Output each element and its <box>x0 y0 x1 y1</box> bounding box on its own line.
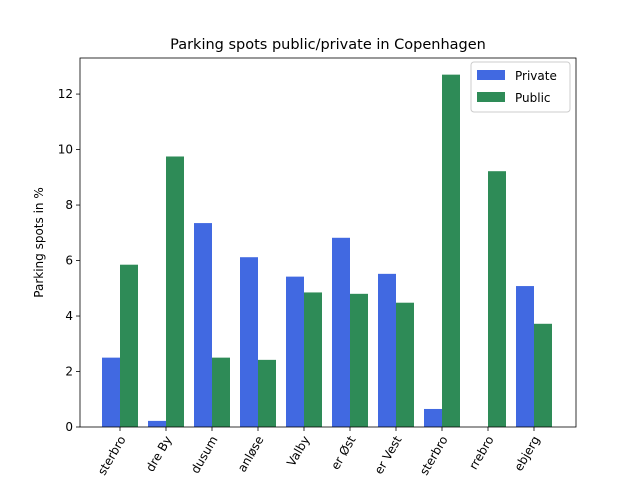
legend-swatch-public <box>477 92 505 102</box>
bar-public-5 <box>350 293 368 427</box>
x-tick-label: Valby <box>284 434 312 469</box>
bar-public-8 <box>488 171 506 427</box>
bar-private-7 <box>424 408 442 427</box>
x-tick-label: anløse <box>235 434 267 475</box>
axes-frame <box>79 57 577 428</box>
bar-private-2 <box>194 223 212 427</box>
y-tick-label: 10 <box>58 143 73 157</box>
legend-label-private: Private <box>515 69 557 83</box>
bar-public-1 <box>166 156 184 427</box>
bar-private-9 <box>516 286 534 427</box>
bar-public-9 <box>534 323 552 427</box>
y-tick-label: 2 <box>65 365 73 379</box>
x-tick-label: dusum <box>188 434 221 476</box>
legend-swatch-private <box>477 70 505 80</box>
bar-private-4 <box>286 276 304 427</box>
bar-public-0 <box>120 264 138 427</box>
y-axis: 0 2 4 6 8 10 12 <box>58 87 80 434</box>
x-tick-label: er Øst <box>328 433 359 472</box>
y-tick-label: 4 <box>65 309 73 323</box>
bar-private-1 <box>148 420 166 427</box>
y-tick-label: 8 <box>65 198 73 212</box>
bar-public-2 <box>212 357 230 427</box>
bar-private-3 <box>240 257 258 427</box>
bar-public-4 <box>304 292 322 427</box>
bar-private-6 <box>378 273 396 427</box>
y-tick-label: 0 <box>65 420 73 434</box>
x-tick-label: er Vest <box>372 433 405 476</box>
legend: Private Public <box>470 61 571 113</box>
bar-public-3 <box>258 359 276 427</box>
bar-public-7 <box>442 74 460 428</box>
bar-public-6 <box>396 302 414 427</box>
bar-private-5 <box>332 237 350 427</box>
chart-title: Parking spots public/private in Copenhag… <box>170 37 486 53</box>
y-axis-label: Parking spots in % <box>32 187 46 297</box>
y-tick-label: 6 <box>65 254 73 268</box>
x-tick-label: sterbro <box>417 434 451 478</box>
bar-private-0 <box>102 357 120 427</box>
x-axis: sterbro dre By dusum anløse Valby er Øst er Ve… <box>95 427 543 478</box>
legend-label-public: Public <box>515 91 551 105</box>
y-tick-label: 12 <box>58 87 73 101</box>
x-tick-label: dre By <box>143 434 175 475</box>
x-tick-label: rrebro <box>466 434 496 473</box>
x-tick-label: sterbro <box>95 434 129 478</box>
plot-area <box>79 57 577 428</box>
x-tick-label: ebjerg <box>511 434 542 474</box>
